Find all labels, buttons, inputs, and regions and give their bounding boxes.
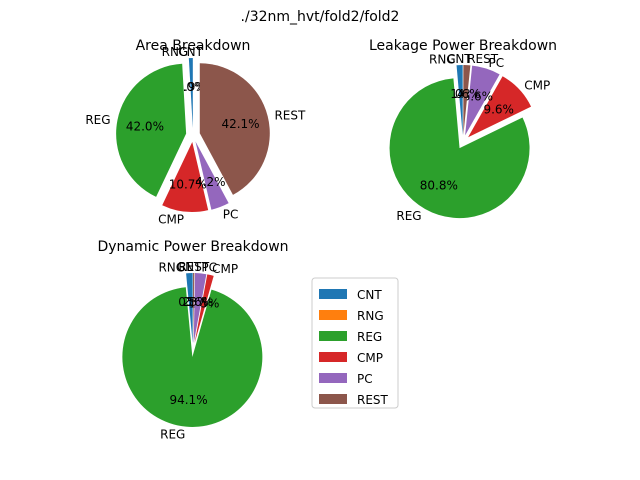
area-breakdown-slice-pc [195,141,229,210]
area-breakdown-label-cmp: CMP [158,213,184,227]
leakage-power-breakdown-label-rng: RNG [429,52,456,66]
legend-swatch-pc [319,373,347,383]
dynamic-power-breakdown-title: Dynamic Power Breakdown [97,239,288,255]
area-breakdown-pct-rest: 42.1% [221,117,259,131]
leakage-power-breakdown-pct-cmp: 9.6% [483,102,514,116]
dynamic-power-breakdown-pct-pc: 2.6% [183,295,214,309]
dynamic-power-breakdown-slice-cnt [186,273,193,344]
area-breakdown-slice-cmp [162,141,209,212]
leakage-power-breakdown-slice-pc [465,65,500,136]
legend-label-rest: REST [357,393,389,407]
leakage-power-breakdown-label-rest: REST [467,52,499,66]
dynamic-power-breakdown-pct-rest: 0.3% [178,295,209,309]
leakage-power-breakdown-slice-cnt [456,65,463,136]
leakage-power-breakdown-pct-reg: 80.8% [420,179,458,193]
dynamic-power-breakdown-label-rest: REST [178,260,210,274]
dynamic-power-breakdown-label-cnt: CNT [177,260,202,274]
legend-swatch-cnt [319,289,347,299]
area-breakdown-label-reg: REG [85,113,110,127]
leakage-power-breakdown-label-reg: REG [396,209,421,223]
area-breakdown-slice-reg [116,63,187,197]
area-breakdown-slice-rest [199,63,270,195]
dynamic-power-breakdown-pct-reg: 94.1% [169,393,207,407]
area-breakdown-label-rest: REST [274,108,306,122]
legend: CNT RNG REG CMP PC REST [311,277,399,409]
dynamic-power-breakdown-label-reg: REG [160,428,185,442]
area-breakdown-label-pc: PC [223,208,239,222]
legend-swatch-reg [319,331,347,341]
area-breakdown-title: Area Breakdown [136,38,251,54]
leakage-power-breakdown-label-cnt: CNT [447,52,472,66]
dynamic-power-breakdown-slice-rest [193,273,195,344]
dynamic-power-breakdown-label-cmp: CMP [212,262,238,276]
leakage-power-breakdown-label-cmp: CMP [524,78,550,92]
dynamic-power-breakdown-slice-reg [122,287,263,427]
legend-label-pc: PC [357,372,373,386]
legend-swatch-rest [319,394,347,404]
leakage-power-breakdown-slice-cmp [468,76,532,138]
leakage-power-breakdown-label-pc: PC [488,56,504,70]
area-breakdown-label-rng: RNG [162,45,189,59]
area-breakdown-pct-reg: 42.0% [126,120,164,134]
dynamic-power-breakdown-label-pc: PC [201,260,217,274]
legend-swatch-cmp [319,352,347,362]
legend-label-cnt: CNT [357,288,382,302]
dynamic-power-breakdown-slice-cmp [194,274,214,344]
area-breakdown-pct-cnt: 0.9% [176,80,207,94]
leakage-power-breakdown-slice-reg [389,78,530,219]
area-breakdown-slice-cnt [188,58,193,129]
leakage-power-breakdown-pct-pc: 6.6% [463,89,494,103]
legend-swatch-rng [319,310,347,320]
leakage-power-breakdown-pie: Leakage Power BreakdownCNT1.4%RNG0.0%REG… [369,38,557,223]
leakage-power-breakdown-pct-rest: 1.6% [450,87,481,101]
dynamic-power-breakdown-label-rng: RNG [158,260,185,274]
figure-suptitle: ./32nm_hvt/fold2/fold2 [241,9,400,25]
dynamic-power-breakdown-pie: Dynamic Power BreakdownCNT1.5%RNG0.0%REG… [97,239,288,442]
area-breakdown-pct-pc: 4.2% [195,175,226,189]
legend-label-rng: RNG [357,309,384,323]
leakage-power-breakdown-slice-rest [463,65,471,136]
legend-label-reg: REG [357,330,382,344]
area-breakdown-pct-cmp: 10.7% [169,178,207,192]
dynamic-power-breakdown-slice-pc [193,273,207,344]
area-breakdown-label-cnt: CNT [178,45,203,59]
leakage-power-breakdown-title: Leakage Power Breakdown [369,38,557,54]
legend-label-cmp: CMP [357,351,383,365]
